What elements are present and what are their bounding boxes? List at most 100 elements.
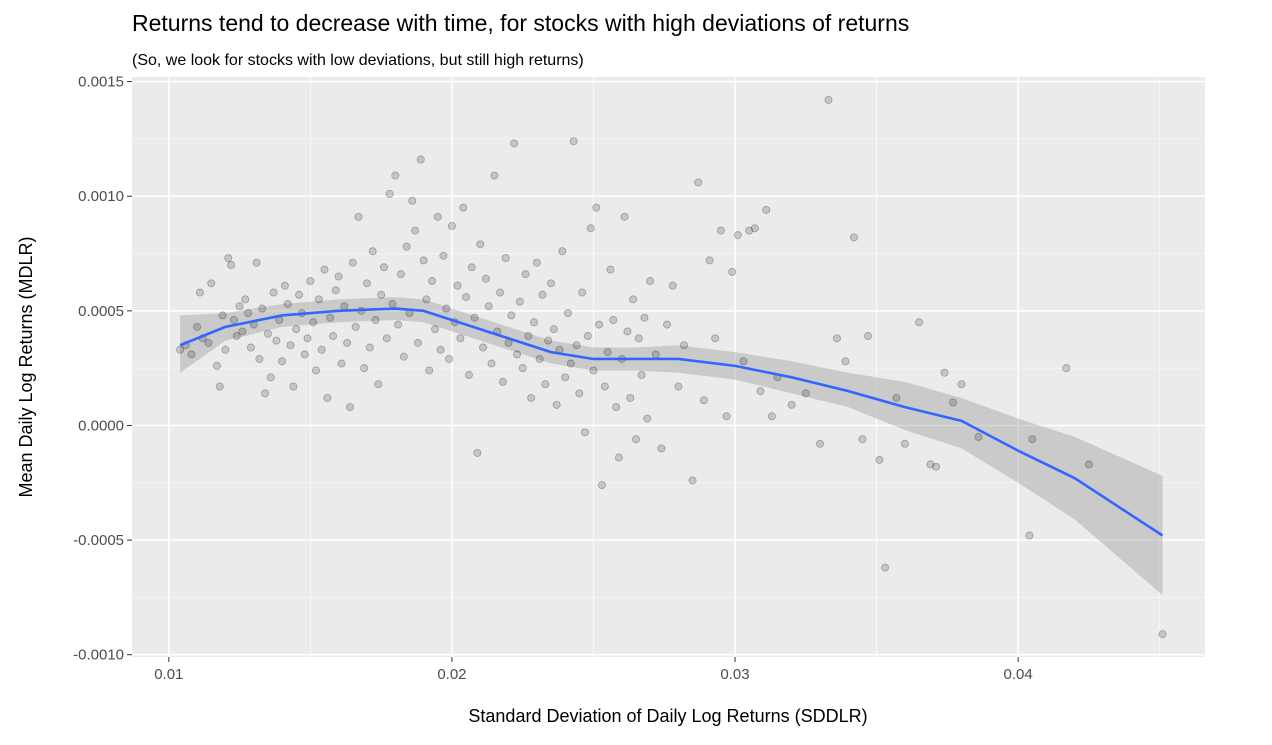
data-point xyxy=(637,371,646,380)
data-point xyxy=(566,359,575,368)
data-point xyxy=(218,311,227,320)
data-point xyxy=(586,224,595,233)
data-point xyxy=(609,316,618,325)
data-point xyxy=(657,444,666,453)
data-point xyxy=(207,279,216,288)
data-point xyxy=(674,382,683,391)
data-point xyxy=(1084,460,1093,469)
data-point xyxy=(597,481,606,490)
confidence-ribbon xyxy=(180,297,1163,596)
data-point xyxy=(558,247,567,256)
data-point xyxy=(212,361,221,370)
data-point xyxy=(762,205,771,214)
data-point xyxy=(272,336,281,345)
data-point xyxy=(515,297,524,306)
data-point xyxy=(487,359,496,368)
data-point xyxy=(900,439,909,448)
y-tick-label: 0.0005 xyxy=(78,303,124,320)
data-point xyxy=(651,350,660,359)
data-point xyxy=(640,313,649,322)
data-point xyxy=(331,286,340,295)
data-point xyxy=(535,354,544,363)
data-point xyxy=(430,325,439,334)
data-point xyxy=(668,281,677,290)
data-point xyxy=(286,341,295,350)
data-point xyxy=(892,393,901,402)
data-point xyxy=(300,350,309,359)
data-point xyxy=(258,304,267,313)
data-point xyxy=(195,288,204,297)
data-point xyxy=(436,345,445,354)
data-point xyxy=(756,387,765,396)
data-point xyxy=(620,212,629,221)
data-point xyxy=(527,393,536,402)
data-point xyxy=(875,455,884,464)
data-point xyxy=(314,295,323,304)
data-point xyxy=(329,332,338,341)
data-point xyxy=(283,299,292,308)
data-point xyxy=(547,279,556,288)
data-point xyxy=(269,288,278,297)
data-point xyxy=(606,265,615,274)
data-point xyxy=(569,137,578,146)
data-point xyxy=(832,334,841,343)
plot-panel xyxy=(132,77,1205,657)
data-point xyxy=(413,338,422,347)
data-point xyxy=(578,288,587,297)
data-point xyxy=(306,277,315,286)
data-point xyxy=(365,343,374,352)
data-point xyxy=(824,95,833,104)
data-point xyxy=(940,368,949,377)
data-point xyxy=(739,357,748,366)
data-point xyxy=(501,254,510,263)
data-point xyxy=(1025,531,1034,540)
data-point xyxy=(238,327,247,336)
data-point xyxy=(733,231,742,240)
smooth-trend xyxy=(179,307,1164,537)
data-point xyxy=(261,389,270,398)
data-point xyxy=(518,364,527,373)
data-point xyxy=(252,258,261,267)
y-axis-title: Mean Daily Log Returns (MDLR) xyxy=(16,236,36,497)
data-point xyxy=(926,460,935,469)
data-point xyxy=(255,354,264,363)
data-point xyxy=(849,233,858,242)
data-point xyxy=(663,320,672,329)
data-point xyxy=(204,338,213,347)
data-point xyxy=(227,260,236,269)
data-point xyxy=(643,414,652,423)
data-point xyxy=(634,334,643,343)
data-point xyxy=(229,316,238,325)
data-point xyxy=(323,393,332,402)
data-point xyxy=(351,322,360,331)
x-tick-label: 0.01 xyxy=(154,666,183,683)
x-tick-label: 0.03 xyxy=(720,666,749,683)
data-point xyxy=(1028,435,1037,444)
data-point xyxy=(513,350,522,359)
data-point xyxy=(631,435,640,444)
data-point xyxy=(360,364,369,373)
data-point xyxy=(1062,364,1071,373)
data-point xyxy=(193,322,202,331)
data-point xyxy=(396,270,405,279)
data-point xyxy=(688,476,697,485)
data-point xyxy=(915,318,924,327)
data-point xyxy=(745,226,754,235)
data-point xyxy=(422,295,431,304)
data-point xyxy=(343,338,352,347)
data-point xyxy=(312,366,321,375)
data-point xyxy=(289,382,298,391)
y-tick-label: -0.0005 xyxy=(73,532,124,549)
data-point xyxy=(603,348,612,357)
data-point xyxy=(377,290,386,299)
data-point xyxy=(442,304,451,313)
data-point xyxy=(371,316,380,325)
data-point xyxy=(456,334,465,343)
data-point xyxy=(507,311,516,320)
data-point xyxy=(600,382,609,391)
data-point xyxy=(263,329,272,338)
data-point xyxy=(221,345,230,354)
data-point xyxy=(340,302,349,311)
data-point xyxy=(974,432,983,441)
data-point xyxy=(246,343,255,352)
